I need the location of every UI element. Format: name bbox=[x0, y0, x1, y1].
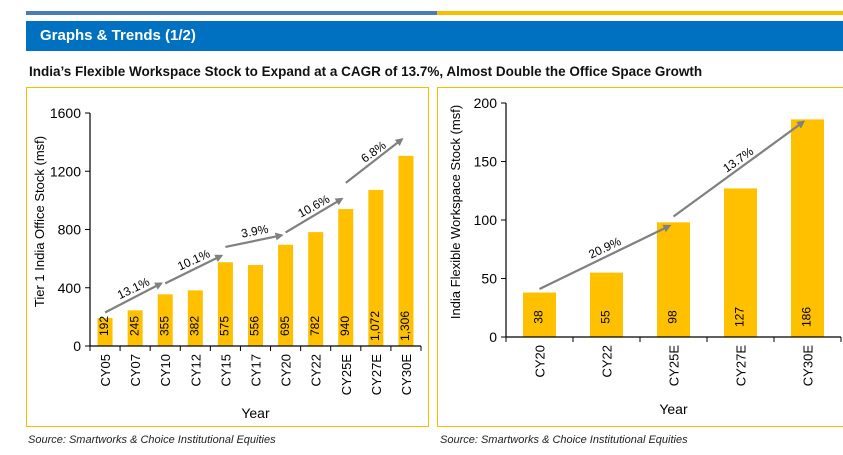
x-tick-label: CY20 bbox=[533, 345, 548, 378]
bar-value-label: 186 bbox=[800, 307, 814, 327]
right-source-note: Source: Smartworks & Choice Institutiona… bbox=[440, 434, 688, 446]
x-tick-label: CY22 bbox=[309, 354, 324, 387]
x-tick-label: CY20 bbox=[279, 354, 294, 387]
bar-value-label: 556 bbox=[248, 316, 262, 336]
bar-value-label: 1,306 bbox=[398, 311, 412, 341]
cagr-arrow bbox=[539, 224, 672, 291]
bar-cy27e bbox=[724, 188, 757, 337]
bar-value-label: 98 bbox=[666, 310, 680, 324]
right-chart: 38 55 98 127 186 0 50 100 150 200 CY20 CY22 CY25E CY2… bbox=[448, 95, 842, 417]
cagr-arrow bbox=[104, 282, 164, 314]
x-axis-title: Year bbox=[659, 401, 688, 417]
y-axis-title: India Flexible Workspace Stock (msf) bbox=[448, 105, 463, 319]
bar-cy22 bbox=[308, 232, 324, 346]
top-stripe-blue bbox=[26, 11, 437, 15]
bar-cy30e bbox=[791, 119, 824, 337]
bar-value-label: 192 bbox=[97, 316, 111, 336]
bar-value-label: 38 bbox=[532, 310, 546, 324]
bar-cy05 bbox=[97, 318, 113, 346]
x-tick-label: CY30E bbox=[801, 345, 816, 387]
cagr-arrow bbox=[225, 232, 284, 249]
bar-value-label: 695 bbox=[278, 316, 292, 336]
section-title: Graphs & Trends (1/2) bbox=[40, 27, 196, 44]
x-axis-title: Year bbox=[241, 405, 270, 421]
y-tick-label: 200 bbox=[474, 95, 498, 111]
bar-cy22 bbox=[590, 272, 623, 337]
bar-value-label: 355 bbox=[157, 316, 171, 336]
x-tick-label: CY25E bbox=[339, 354, 354, 396]
x-tick-label: CY25E bbox=[667, 345, 682, 387]
y-tick-label: 0 bbox=[489, 329, 497, 345]
bar-cy25e bbox=[657, 222, 690, 337]
y-tick-label: 150 bbox=[474, 154, 498, 170]
bar-value-label: 1,072 bbox=[368, 311, 382, 341]
x-tick-label: CY05 bbox=[98, 354, 113, 387]
bar-cy20 bbox=[523, 292, 556, 337]
bar-cy30e bbox=[398, 155, 414, 346]
bar-cy27e bbox=[368, 189, 384, 346]
x-tick-label: CY10 bbox=[158, 354, 173, 387]
bar-value-label: 55 bbox=[599, 310, 613, 324]
bar-value-label: 382 bbox=[187, 316, 201, 336]
y-tick-label: 400 bbox=[58, 280, 82, 296]
left-source-note: Source: Smartworks & Choice Institutiona… bbox=[28, 434, 276, 446]
x-tick-label: CY30E bbox=[399, 354, 414, 396]
bar-cy15 bbox=[217, 262, 233, 346]
cagr-arrow bbox=[164, 254, 224, 285]
y-tick-label: 1200 bbox=[50, 163, 81, 179]
y-tick-label: 1600 bbox=[50, 105, 81, 121]
y-tick-label: 100 bbox=[474, 212, 498, 228]
left-chart-panel bbox=[26, 87, 429, 427]
chart-subtitle: India’s Flexible Workspace Stock to Expa… bbox=[29, 64, 703, 79]
bar-value-label: 782 bbox=[308, 316, 322, 336]
y-tick-label: 0 bbox=[73, 338, 81, 354]
x-tick-label: CY27E bbox=[369, 354, 384, 396]
x-tick-label: CY27E bbox=[734, 345, 749, 387]
bar-value-label: 940 bbox=[338, 316, 352, 336]
bar-cy25e bbox=[338, 209, 354, 346]
bar-value-label: 127 bbox=[733, 307, 747, 327]
cagr-arrow bbox=[285, 197, 344, 234]
x-tick-label: CY07 bbox=[128, 354, 143, 387]
cagr-label: 3.9% bbox=[240, 222, 270, 241]
x-tick-label: CY22 bbox=[600, 345, 615, 378]
bar-value-label: 245 bbox=[127, 316, 141, 336]
top-stripe-yellow bbox=[437, 11, 843, 15]
y-tick-label: 50 bbox=[481, 271, 497, 287]
bar-cy07 bbox=[127, 310, 143, 346]
left-chart: 192 245 355 382 575 556 695 782 940 1,072 1,306 0 40… bbox=[32, 105, 422, 421]
bar-cy20 bbox=[278, 244, 294, 346]
cagr-arrow bbox=[672, 120, 806, 218]
x-tick-label: CY12 bbox=[188, 354, 203, 387]
cagr-arrow bbox=[345, 137, 404, 184]
bar-cy10 bbox=[157, 294, 173, 346]
right-chart-panel bbox=[437, 87, 843, 427]
bar-value-label: 575 bbox=[218, 316, 232, 336]
x-tick-label: CY15 bbox=[218, 354, 233, 387]
x-tick-label: CY17 bbox=[249, 354, 264, 387]
bar-cy12 bbox=[187, 290, 203, 346]
section-header: Graphs & Trends (1/2) bbox=[26, 21, 843, 51]
y-axis-title: Tier 1 India Office Stock (msf) bbox=[32, 136, 47, 307]
y-tick-label: 800 bbox=[58, 222, 82, 238]
bar-cy17 bbox=[248, 265, 263, 346]
